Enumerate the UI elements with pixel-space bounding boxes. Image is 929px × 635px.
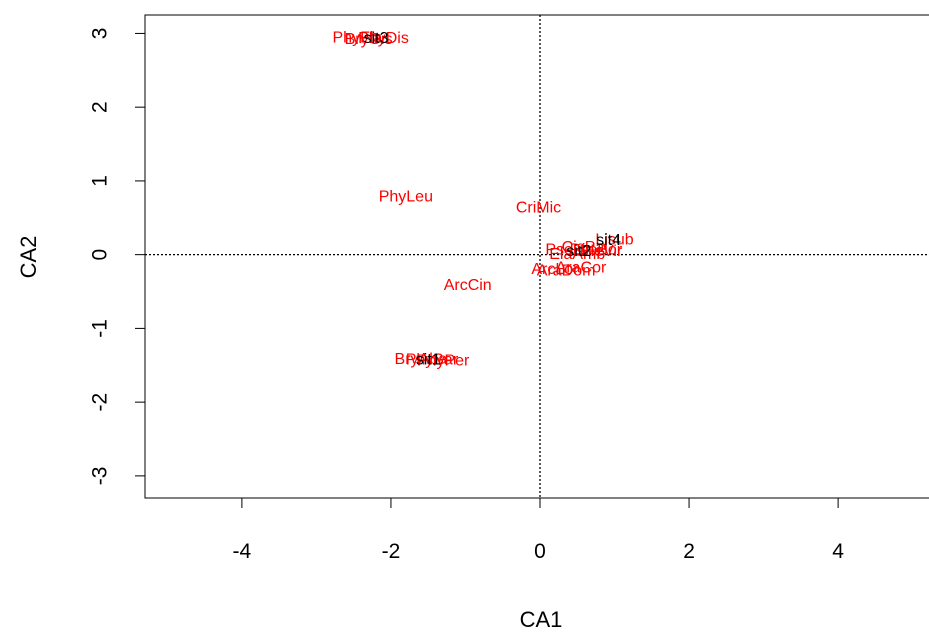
species-label: PhyFla: [333, 29, 383, 46]
species-label: PhyPer: [417, 352, 470, 369]
species-label: ArcLor: [531, 261, 579, 278]
y-tick-label: 3: [89, 28, 112, 40]
y-tick-label: 1: [89, 175, 112, 187]
site-label: sit2: [566, 243, 591, 260]
species-label: Lisub: [595, 231, 633, 248]
species-label: EleVir: [580, 243, 623, 260]
y-tick-label: -1: [89, 319, 112, 338]
x-tick-label: -4: [233, 540, 252, 563]
species-label: CriMic: [516, 200, 561, 217]
species-label: BryGis: [345, 31, 393, 48]
site-label: sit3: [364, 30, 389, 47]
y-tick-label: -2: [89, 393, 112, 412]
y-axis-label: CA2: [16, 236, 41, 279]
species-label: PhyBar: [406, 352, 459, 369]
y-axis: -3 -2 -1 0 1 2 3: [89, 28, 146, 486]
x-tick-label: -2: [382, 540, 401, 563]
species-label: CisPal: [562, 239, 608, 256]
x-axis: -4 -2 0 2 4: [233, 497, 844, 563]
x-tick-label: 2: [683, 540, 695, 563]
y-tick-label: -3: [89, 467, 112, 486]
site-label: sit1: [416, 352, 441, 369]
species-label: AraDom: [537, 262, 596, 279]
species-label: PhyDis: [358, 30, 409, 47]
species-label: PhyLeu: [379, 189, 433, 206]
x-tick-label: 4: [832, 540, 844, 563]
species-label: BryAba: [395, 351, 448, 368]
species-label: PseLin: [545, 242, 594, 259]
y-tick-label: 0: [89, 249, 112, 261]
sites-layer: sit3 sit4 sit2 sit1: [364, 30, 622, 369]
species-label: PseBor: [570, 242, 623, 259]
species-label: AraCor: [556, 259, 607, 276]
x-tick-label: 0: [534, 540, 546, 563]
site-label: sit4: [596, 232, 621, 249]
reference-lines: [145, 15, 929, 498]
species-label: ArcCin: [444, 277, 492, 294]
species-label: ElaAmb: [549, 246, 605, 263]
x-axis-label: CA1: [520, 607, 563, 632]
y-tick-label: 2: [89, 101, 112, 113]
species-layer: PhyLeu CriMic ArcCin Lisub ArcLorAraCorAraDo…: [333, 29, 634, 369]
